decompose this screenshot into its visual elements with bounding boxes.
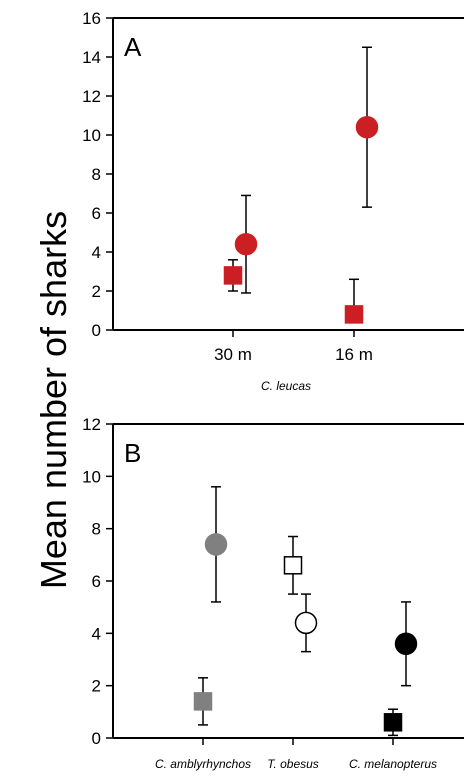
data-point-circle <box>394 632 418 656</box>
y-tick-label: 10 <box>82 126 101 145</box>
y-tick-label: 8 <box>92 520 101 539</box>
y-tick-label: 0 <box>92 729 101 748</box>
data-point-circle <box>355 115 379 139</box>
data-point-circle <box>204 533 228 556</box>
data-point-square <box>193 692 213 711</box>
y-tick-label: 14 <box>82 48 101 67</box>
data-point-square <box>223 266 243 285</box>
y-axis-title: Mean number of sharks <box>33 211 74 589</box>
y-tick-label: 0 <box>92 321 101 340</box>
y-tick-label: 2 <box>92 677 101 696</box>
y-tick-label: 16 <box>82 9 101 28</box>
x-category-label: T. obesus <box>267 757 319 771</box>
x-category-label: 16 m <box>335 345 373 364</box>
y-tick-label: 12 <box>82 87 101 106</box>
x-category-label: C. melanopterus <box>349 757 437 771</box>
x-category-label: 30 m <box>214 345 252 364</box>
data-point-circle <box>294 611 318 635</box>
y-tick-label: 12 <box>82 415 101 434</box>
panel-label: B <box>124 438 141 468</box>
y-tick-label: 10 <box>82 467 101 486</box>
data-point-square <box>383 713 403 732</box>
panel-b: 0 2 4 6 8 10 12 B C. amblyrhynchos T. obesus C. me… <box>82 415 464 771</box>
y-tick-label: 4 <box>92 624 101 643</box>
y-tick-label: 2 <box>92 282 101 301</box>
data-point-square <box>283 556 303 575</box>
y-tick-label: 4 <box>92 243 101 262</box>
panel-label: A <box>124 32 142 62</box>
y-tick-label: 6 <box>92 572 101 591</box>
data-point-circle <box>234 232 258 256</box>
data-point-square <box>344 305 364 324</box>
panel-a: 0 2 4 6 8 10 12 14 16 A 30 m 16 m C. leucas <box>82 9 464 393</box>
x-axis-title: C. leucas <box>261 379 311 393</box>
y-tick-label: 6 <box>92 204 101 223</box>
x-category-label: C. amblyrhynchos <box>155 757 251 771</box>
y-tick-label: 8 <box>92 165 101 184</box>
